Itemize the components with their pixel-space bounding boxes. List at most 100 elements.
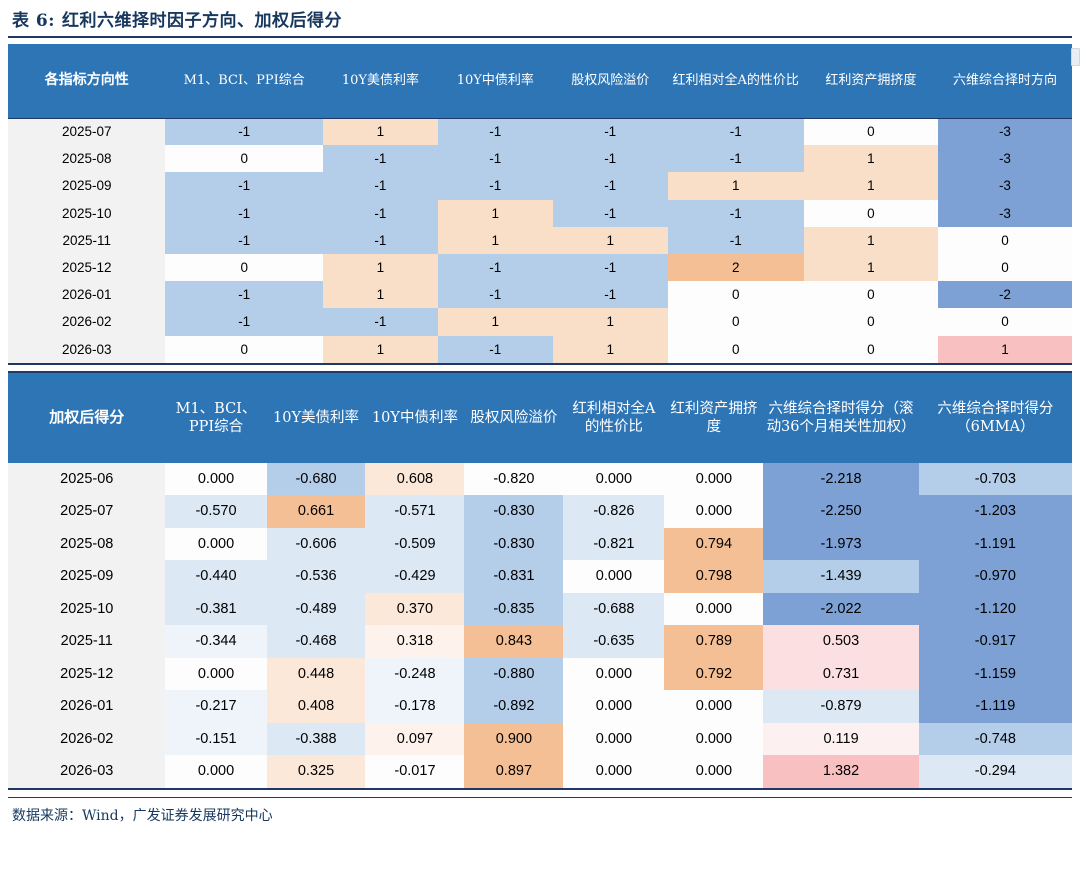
row-label: 2025-12: [8, 657, 166, 691]
col-header-10y-us-yield: 10Y美债利率: [266, 372, 366, 463]
data-cell: 1: [803, 226, 938, 254]
row-label: 2025-10: [8, 592, 166, 626]
header-row: 加权后得分 M1、BCI、PPI综合 10Y美债利率 10Y中债利率 股权风险溢…: [8, 372, 1072, 463]
row-label: 2025-06: [8, 462, 166, 496]
data-cell: -1.119: [918, 690, 1072, 723]
data-cell: 0.661: [266, 495, 366, 528]
data-cell: -0.830: [464, 527, 564, 561]
data-cell: -0.571: [365, 495, 465, 528]
data-cell: 1: [552, 226, 668, 254]
caption-number: 表 6:: [12, 11, 56, 31]
data-cell: -3: [937, 118, 1072, 146]
weighted-table-top-rule: [8, 370, 1072, 373]
data-cell: -1: [322, 226, 438, 254]
data-cell: -0.606: [266, 527, 366, 561]
col-header-10y-us-yield: 10Y美债利率: [322, 44, 438, 118]
data-cell: -1: [552, 281, 668, 309]
data-cell: -0.748: [918, 722, 1072, 756]
data-cell: 0.792: [664, 657, 764, 691]
data-cell: 0.408: [266, 690, 366, 723]
data-cell: 1: [437, 199, 553, 227]
data-cell: -1.159: [918, 657, 1072, 691]
data-cell: 0.000: [563, 755, 665, 789]
data-cell: -2.022: [763, 592, 919, 626]
col-header-composite-direction: 六维综合择时方向: [937, 44, 1072, 118]
data-cell: 0.000: [165, 462, 267, 496]
data-cell: -1: [165, 281, 323, 309]
data-cell: 1: [437, 308, 553, 336]
table-row: 2026-02 -0.151 -0.388 0.097 0.900 0.000 0.000 0…: [8, 722, 1072, 756]
data-cell: -0.879: [763, 690, 919, 723]
data-cell: -0.429: [365, 560, 465, 593]
data-cell: 2: [667, 253, 804, 282]
data-cell: 0: [667, 308, 804, 336]
data-cell: 1: [322, 281, 438, 309]
data-cell: -0.835: [464, 592, 564, 626]
data-cell: 0.000: [664, 755, 764, 789]
data-cell: 1: [552, 308, 668, 336]
table-row: 2025-08 0 -1 -1 -1 -1 1 -3: [8, 145, 1072, 173]
row-label: 2026-01: [8, 690, 166, 723]
data-cell: -0.970: [918, 560, 1072, 593]
data-cell: -1.203: [918, 495, 1072, 528]
data-cell: 1: [322, 118, 438, 146]
table-row: 2025-09 -0.440 -0.536 -0.429 -0.831 0.000 0.79…: [8, 560, 1072, 593]
data-cell: -0.468: [266, 625, 366, 658]
data-cell: 0.000: [563, 722, 665, 756]
data-cell: -1: [322, 308, 438, 336]
row-label: 2026-02: [8, 722, 166, 756]
weighted-score-table-body: 2025-06 0.000 -0.680 0.608 -0.820 0.000 0.000-…: [8, 462, 1072, 789]
data-cell: 0: [803, 308, 938, 336]
weighted-score-table-wrap: 加权后得分 M1、BCI、PPI综合 10Y美债利率 10Y中债利率 股权风险溢…: [8, 370, 1072, 790]
data-cell: -0.536: [266, 560, 366, 593]
data-cell: -0.917: [918, 625, 1072, 658]
data-cell: -1: [322, 172, 438, 200]
data-cell: 1: [803, 253, 938, 282]
row-label: 2025-10: [8, 199, 166, 227]
data-cell: 0.900: [464, 722, 564, 756]
data-cell: 0.000: [563, 657, 665, 691]
col-header-equity-risk-premium: 股权风险溢价: [552, 44, 668, 118]
data-cell: 1: [437, 226, 553, 254]
data-cell: -0.440: [165, 560, 267, 593]
data-cell: 0.000: [563, 690, 665, 723]
data-cell: 0.119: [763, 722, 919, 756]
data-cell: -1: [322, 145, 438, 173]
factor-direction-table-wrap: 各指标方向性 M1、BCI、PPI综合 10Y美债利率 10Y中债利率 股权风险…: [8, 44, 1072, 365]
data-cell: -0.294: [918, 755, 1072, 789]
data-cell: 0.897: [464, 755, 564, 789]
factor-direction-table-body: 2025-07 -1 1 -1 -1 -1 0 -3 2025-08 0 -1 -1 -1 -1 1 -3 20…: [8, 118, 1072, 364]
data-cell: 1: [803, 145, 938, 173]
data-cell: -0.570: [165, 495, 267, 528]
data-cell: 0: [937, 226, 1072, 254]
data-cell: -2.250: [763, 495, 919, 528]
data-cell: -0.826: [563, 495, 665, 528]
data-cell: -3: [937, 145, 1072, 173]
data-cell: -1: [667, 118, 804, 146]
row-label: 2025-09: [8, 172, 166, 200]
data-cell: -1: [552, 118, 668, 146]
data-cell: -0.880: [464, 657, 564, 691]
data-cell: -0.820: [464, 462, 564, 496]
table-row: 2025-12 0.000 0.448 -0.248 -0.880 0.000 0.792 0…: [8, 657, 1072, 691]
data-cell: 0.000: [563, 560, 665, 593]
data-cell: -0.892: [464, 690, 564, 723]
data-cell: 0: [165, 335, 323, 364]
data-cell: -1: [667, 226, 804, 254]
data-cell: 1: [803, 172, 938, 200]
window-scrollbar-sliver[interactable]: [1071, 48, 1080, 66]
data-cell: -0.017: [365, 755, 465, 789]
data-cell: -0.831: [464, 560, 564, 593]
data-cell: 0.000: [165, 657, 267, 691]
data-cell: 1: [552, 335, 668, 364]
data-cell: -1: [165, 199, 323, 227]
col-header-m1-bci-ppi: M1、BCI、PPI综合: [165, 372, 267, 463]
data-cell: 0: [803, 118, 938, 146]
data-cell: 0.325: [266, 755, 366, 789]
data-cell: 0: [937, 253, 1072, 282]
row-label: 2026-01: [8, 281, 166, 309]
table-row: 2026-03 0 1 -1 1 0 0 1: [8, 335, 1072, 364]
table-row: 2026-01 -1 1 -1 -1 0 0 -2: [8, 281, 1072, 309]
data-cell: -1: [165, 118, 323, 146]
table-row: 2026-03 0.000 0.325 -0.017 0.897 0.000 0.000 1.…: [8, 755, 1072, 789]
